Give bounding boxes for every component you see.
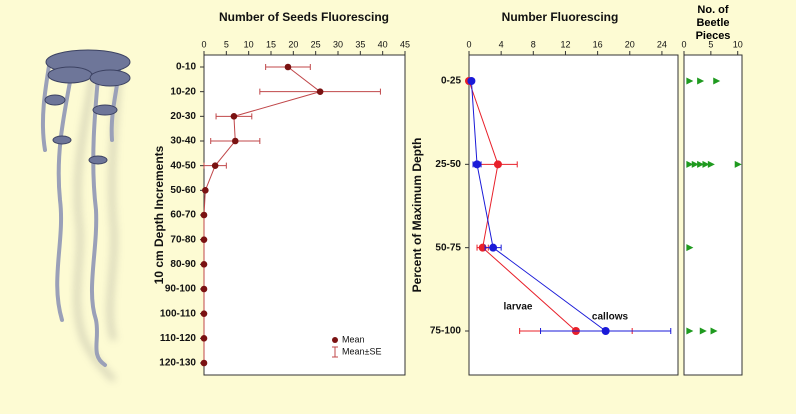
legend-marker [332, 337, 338, 343]
y-tick-label: 80-90 [170, 259, 196, 270]
root-image [40, 49, 131, 382]
y-tick-label: 40-50 [170, 160, 196, 171]
marker [699, 327, 707, 335]
y-tick-label: 110-120 [160, 333, 197, 344]
marker [707, 160, 715, 168]
marker [200, 335, 208, 342]
y-tick-label: 0-25 [441, 76, 461, 87]
marker [702, 160, 710, 168]
x-tick-label: 20 [288, 39, 298, 49]
legend-label: Mean±SE [342, 346, 381, 356]
marker [697, 77, 705, 85]
x-tick-label: 4 [499, 39, 504, 49]
marker [686, 160, 694, 168]
y-axis-label: Percent of Maximum Depth [410, 138, 424, 293]
marker [467, 77, 476, 85]
y-tick-label: 100-110 [160, 308, 197, 319]
y-tick-label: 90-100 [165, 284, 197, 295]
y-axis-label: 10 cm Depth Increments [152, 145, 166, 284]
x-tick-label: 15 [266, 39, 276, 49]
marker [200, 261, 208, 268]
x-tick-label: 0 [466, 39, 471, 49]
marker [493, 160, 502, 169]
y-tick-label: 0-10 [176, 62, 196, 73]
y-tick-label: 70-80 [170, 234, 196, 245]
x-tick-label: 24 [657, 39, 667, 49]
x-tick-label: 10 [244, 39, 254, 49]
x-tick-label: 40 [378, 39, 388, 49]
series-label: callows [592, 312, 629, 323]
x-tick-label: 12 [560, 39, 570, 49]
x-tick-label: 25 [311, 39, 321, 49]
x-tick-label: 45 [400, 39, 410, 49]
marker [710, 327, 718, 335]
x-tick-label: 0 [681, 39, 686, 49]
plot-area [683, 54, 743, 376]
y-tick-label: 120-130 [159, 358, 196, 369]
marker [691, 160, 699, 168]
x-tick-label: 20 [625, 39, 635, 49]
marker [601, 327, 610, 335]
marker [686, 77, 694, 85]
marker [202, 187, 209, 194]
marker [284, 63, 292, 71]
line [470, 80, 606, 332]
marker [697, 160, 705, 168]
x-tick-label: 0 [201, 39, 206, 49]
marker [316, 88, 324, 95]
marker [200, 359, 208, 367]
marker [489, 243, 498, 252]
x-tick-label: 16 [593, 39, 603, 49]
plot-area [203, 54, 406, 376]
y-tick-label: 25-50 [435, 159, 461, 170]
marker [230, 113, 238, 120]
y-tick-label: 30-40 [170, 136, 196, 147]
y-tick-label: 60-70 [170, 210, 196, 221]
legend-label: Mean [342, 334, 365, 344]
chart-title: Number of Seeds Fluorescing [219, 10, 389, 24]
x-tick-label: 8 [531, 39, 536, 49]
marker [734, 160, 742, 168]
y-tick-label: 10-20 [170, 86, 196, 97]
chart-title: No. of Beetle Pieces [695, 4, 731, 42]
y-tick-label: 20-30 [170, 111, 196, 122]
plot-area [468, 54, 679, 376]
legend-marker [332, 346, 338, 358]
marker [211, 162, 219, 169]
x-tick-label: 35 [355, 39, 365, 49]
marker [200, 211, 208, 219]
x-tick-label: 30 [333, 39, 343, 49]
marker [686, 327, 694, 335]
marker [200, 236, 208, 243]
series-label: larvae [504, 302, 533, 313]
marker [200, 310, 208, 317]
x-tick-label: 5 [224, 39, 229, 49]
y-tick-label: 50-75 [435, 242, 461, 253]
marker [200, 285, 208, 293]
y-tick-label: 50-60 [170, 185, 196, 196]
marker [686, 244, 694, 252]
marker [473, 160, 482, 169]
marker [713, 77, 721, 85]
marker [231, 137, 239, 145]
chart-title: Number Fluorescing [502, 10, 619, 24]
x-tick-label: 5 [708, 39, 713, 49]
line [468, 80, 577, 332]
y-tick-label: 75-100 [430, 326, 462, 337]
x-tick-label: 10 [733, 39, 743, 49]
